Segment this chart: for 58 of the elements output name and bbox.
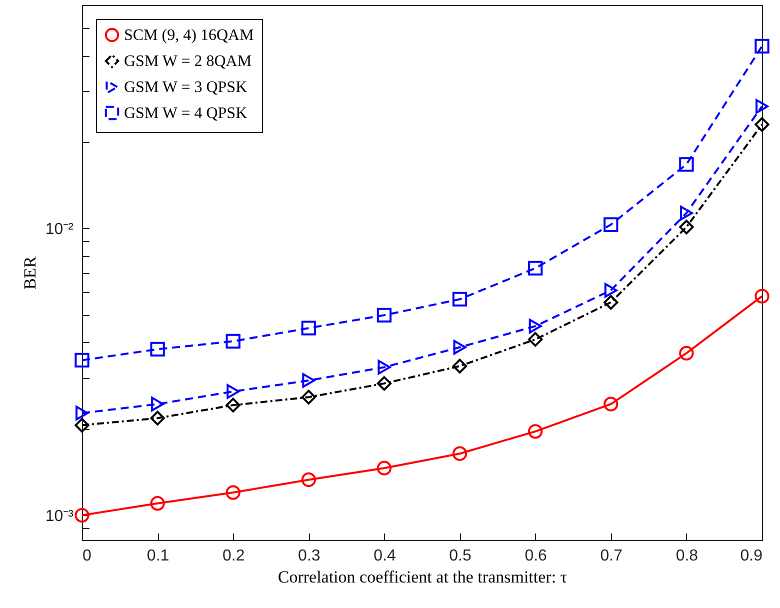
- x-tick-label: 0.1: [146, 548, 170, 564]
- x-tick-label: 0.9: [740, 548, 763, 564]
- point: [679, 220, 694, 234]
- y-tick-label: 10⁻³: [45, 508, 74, 525]
- point: [74, 418, 90, 433]
- point: [528, 424, 543, 439]
- point: [452, 446, 468, 461]
- point: [453, 340, 466, 355]
- point: [679, 157, 694, 172]
- x-tick-label: 0.7: [600, 548, 623, 564]
- point: [528, 318, 542, 334]
- point: [226, 334, 240, 349]
- legend-label: GSM W = 3 QPSK: [124, 79, 248, 96]
- legend-label: SCM (9, 4) 16QAM: [124, 27, 254, 44]
- point: [528, 260, 543, 276]
- point: [74, 508, 90, 523]
- point: [226, 398, 240, 412]
- point: [754, 38, 770, 54]
- point: [754, 117, 770, 132]
- x-tick-label: 0.8: [676, 548, 698, 564]
- point: [604, 217, 618, 232]
- point: [150, 342, 165, 357]
- point: [226, 384, 240, 399]
- x-tick-label: 0.3: [298, 548, 320, 564]
- x-tick-label: 0.6: [524, 548, 548, 564]
- point: [76, 406, 88, 420]
- x-tick-label: 0: [82, 548, 92, 564]
- point: [452, 292, 468, 307]
- point: [150, 410, 165, 426]
- point: [74, 352, 90, 368]
- point: [151, 396, 164, 412]
- y-axis-title: BER: [20, 256, 40, 290]
- point: [604, 295, 618, 310]
- point: [301, 472, 316, 488]
- y-tick-label: 10⁻²: [45, 220, 74, 238]
- point: [301, 390, 316, 404]
- x-tick-label: 0.4: [374, 548, 396, 564]
- legend-label: GSM W = 4 QPSK: [124, 105, 248, 122]
- point: [226, 485, 240, 500]
- point: [150, 496, 165, 511]
- point: [679, 346, 694, 361]
- point: [756, 99, 768, 114]
- point: [528, 332, 543, 347]
- point: [301, 320, 316, 336]
- point: [680, 206, 693, 220]
- point: [754, 288, 770, 304]
- point: [452, 358, 468, 374]
- point: [376, 308, 392, 323]
- legend-label: GSM W = 2 8QAM: [124, 53, 252, 70]
- x-tick-label: 0.5: [449, 548, 472, 564]
- point: [604, 282, 618, 298]
- point: [376, 460, 392, 476]
- x-tick-label: 0.2: [222, 548, 245, 564]
- x-axis-title: Correlation coefficient at the transmitter: τ: [278, 568, 568, 586]
- point: [376, 376, 392, 391]
- point: [378, 360, 391, 375]
- point: [604, 396, 618, 412]
- point: [302, 373, 316, 388]
